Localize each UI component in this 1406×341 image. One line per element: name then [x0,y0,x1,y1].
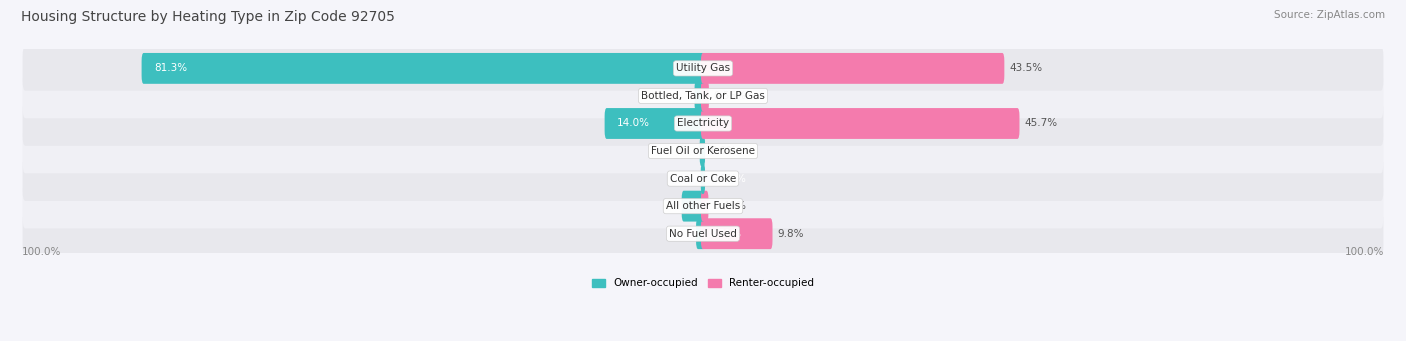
FancyBboxPatch shape [700,163,704,194]
Text: 45.7%: 45.7% [1025,118,1057,129]
Text: 100.0%: 100.0% [1344,247,1384,257]
FancyBboxPatch shape [22,101,1384,146]
Text: Source: ZipAtlas.com: Source: ZipAtlas.com [1274,10,1385,20]
Text: 0.93%: 0.93% [707,91,740,101]
Text: 2.8%: 2.8% [695,201,720,211]
Text: Coal or Coke: Coal or Coke [669,174,737,183]
FancyBboxPatch shape [695,80,704,112]
Text: 43.5%: 43.5% [1010,63,1042,73]
FancyBboxPatch shape [702,80,709,112]
FancyBboxPatch shape [22,74,1384,118]
FancyBboxPatch shape [700,136,704,166]
Text: Electricity: Electricity [676,118,730,129]
Text: 100.0%: 100.0% [22,247,62,257]
Text: 0.18%: 0.18% [711,146,745,156]
Text: 0.0%: 0.0% [710,146,737,156]
FancyBboxPatch shape [696,218,704,249]
Text: All other Fuels: All other Fuels [666,201,740,211]
FancyBboxPatch shape [702,53,1004,84]
FancyBboxPatch shape [702,191,709,222]
FancyBboxPatch shape [22,129,1384,173]
Text: Fuel Oil or Kerosene: Fuel Oil or Kerosene [651,146,755,156]
Text: 0.0%: 0.0% [710,174,737,183]
Text: 14.0%: 14.0% [617,118,650,129]
Text: 0.03%: 0.03% [713,174,747,183]
Text: 81.3%: 81.3% [155,63,187,73]
Text: No Fuel Used: No Fuel Used [669,229,737,239]
Text: 0.71%: 0.71% [709,229,741,239]
FancyBboxPatch shape [702,108,1019,139]
FancyBboxPatch shape [605,108,704,139]
Text: 0.56%: 0.56% [714,91,747,101]
Legend: Owner-occupied, Renter-occupied: Owner-occupied, Renter-occupied [588,274,818,293]
FancyBboxPatch shape [22,184,1384,228]
Text: 9.8%: 9.8% [778,229,804,239]
FancyBboxPatch shape [682,191,704,222]
Text: Bottled, Tank, or LP Gas: Bottled, Tank, or LP Gas [641,91,765,101]
Text: Utility Gas: Utility Gas [676,63,730,73]
Text: Housing Structure by Heating Type in Zip Code 92705: Housing Structure by Heating Type in Zip… [21,10,395,24]
FancyBboxPatch shape [702,218,772,249]
Text: 0.49%: 0.49% [713,201,747,211]
FancyBboxPatch shape [22,211,1384,256]
FancyBboxPatch shape [22,46,1384,91]
FancyBboxPatch shape [142,53,704,84]
FancyBboxPatch shape [22,156,1384,201]
